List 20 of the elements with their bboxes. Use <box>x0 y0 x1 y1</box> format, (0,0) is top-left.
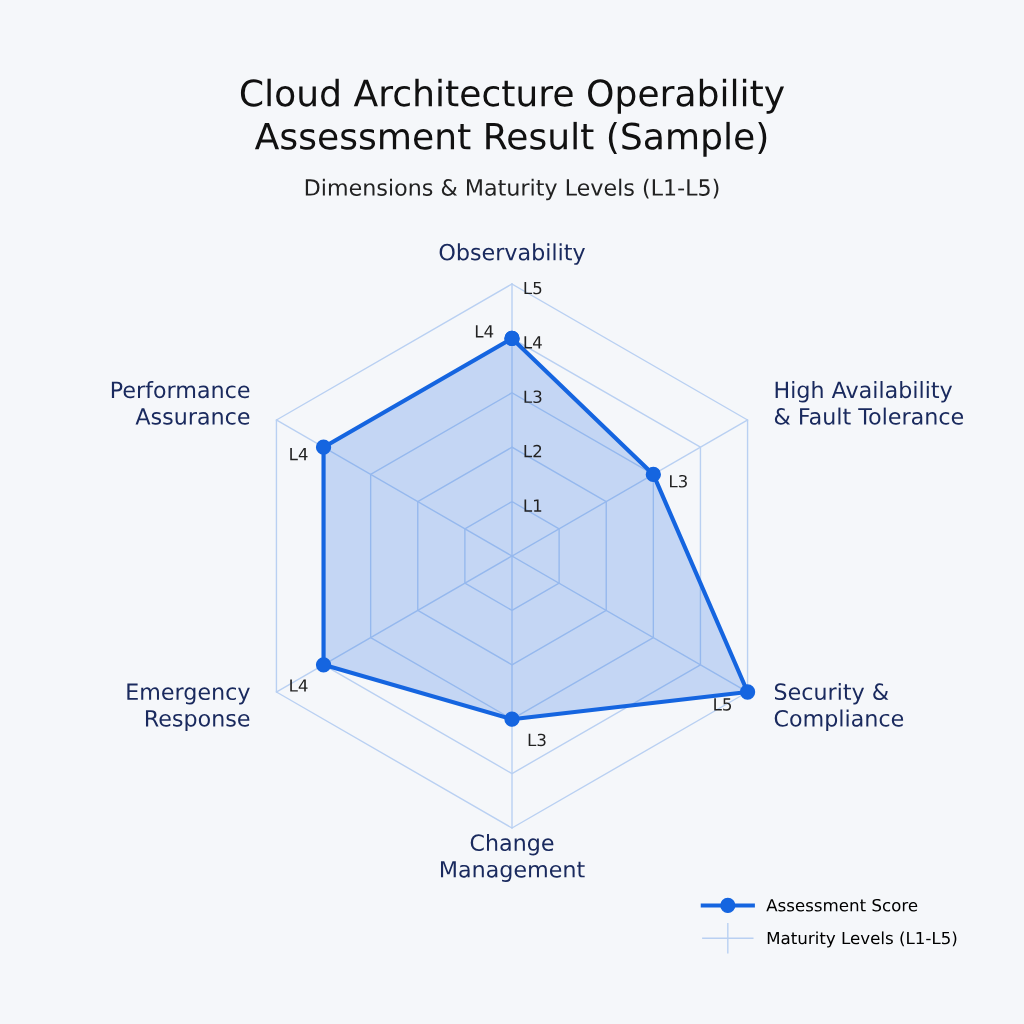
chart-subtitle: Dimensions & Maturity Levels (L1-L5) <box>305 178 719 201</box>
data-label: L5 <box>714 698 732 711</box>
spoke-label: Security & Compliance <box>774 682 904 731</box>
chart-title: Cloud Architecture Operability Assessment Result (Sample) <box>240 78 785 157</box>
spoke-label: High Availability & Fault Tolerance <box>774 381 964 425</box>
data-label: L4 <box>290 447 308 461</box>
spoke-label: Observability <box>439 243 585 265</box>
spoke-label: Emergency Response <box>127 683 250 731</box>
y-tick-label: L1 <box>524 499 542 512</box>
legend-label: Assessment Score <box>766 898 918 912</box>
data-label: L4 <box>475 325 494 338</box>
text: Maturity Levels (L1-L5) <box>767 931 957 948</box>
y-tick-label: L2 <box>524 444 542 458</box>
data-label: L4 <box>290 679 308 692</box>
y-tick-label: L3 <box>524 390 542 404</box>
spoke-label: Performance Assurance <box>111 381 250 425</box>
y-tick-label: L5 <box>524 281 542 295</box>
spoke-label: Change Management <box>440 833 585 882</box>
y-tick-label: L4 <box>524 336 542 349</box>
data-label: L3 <box>670 474 687 488</box>
